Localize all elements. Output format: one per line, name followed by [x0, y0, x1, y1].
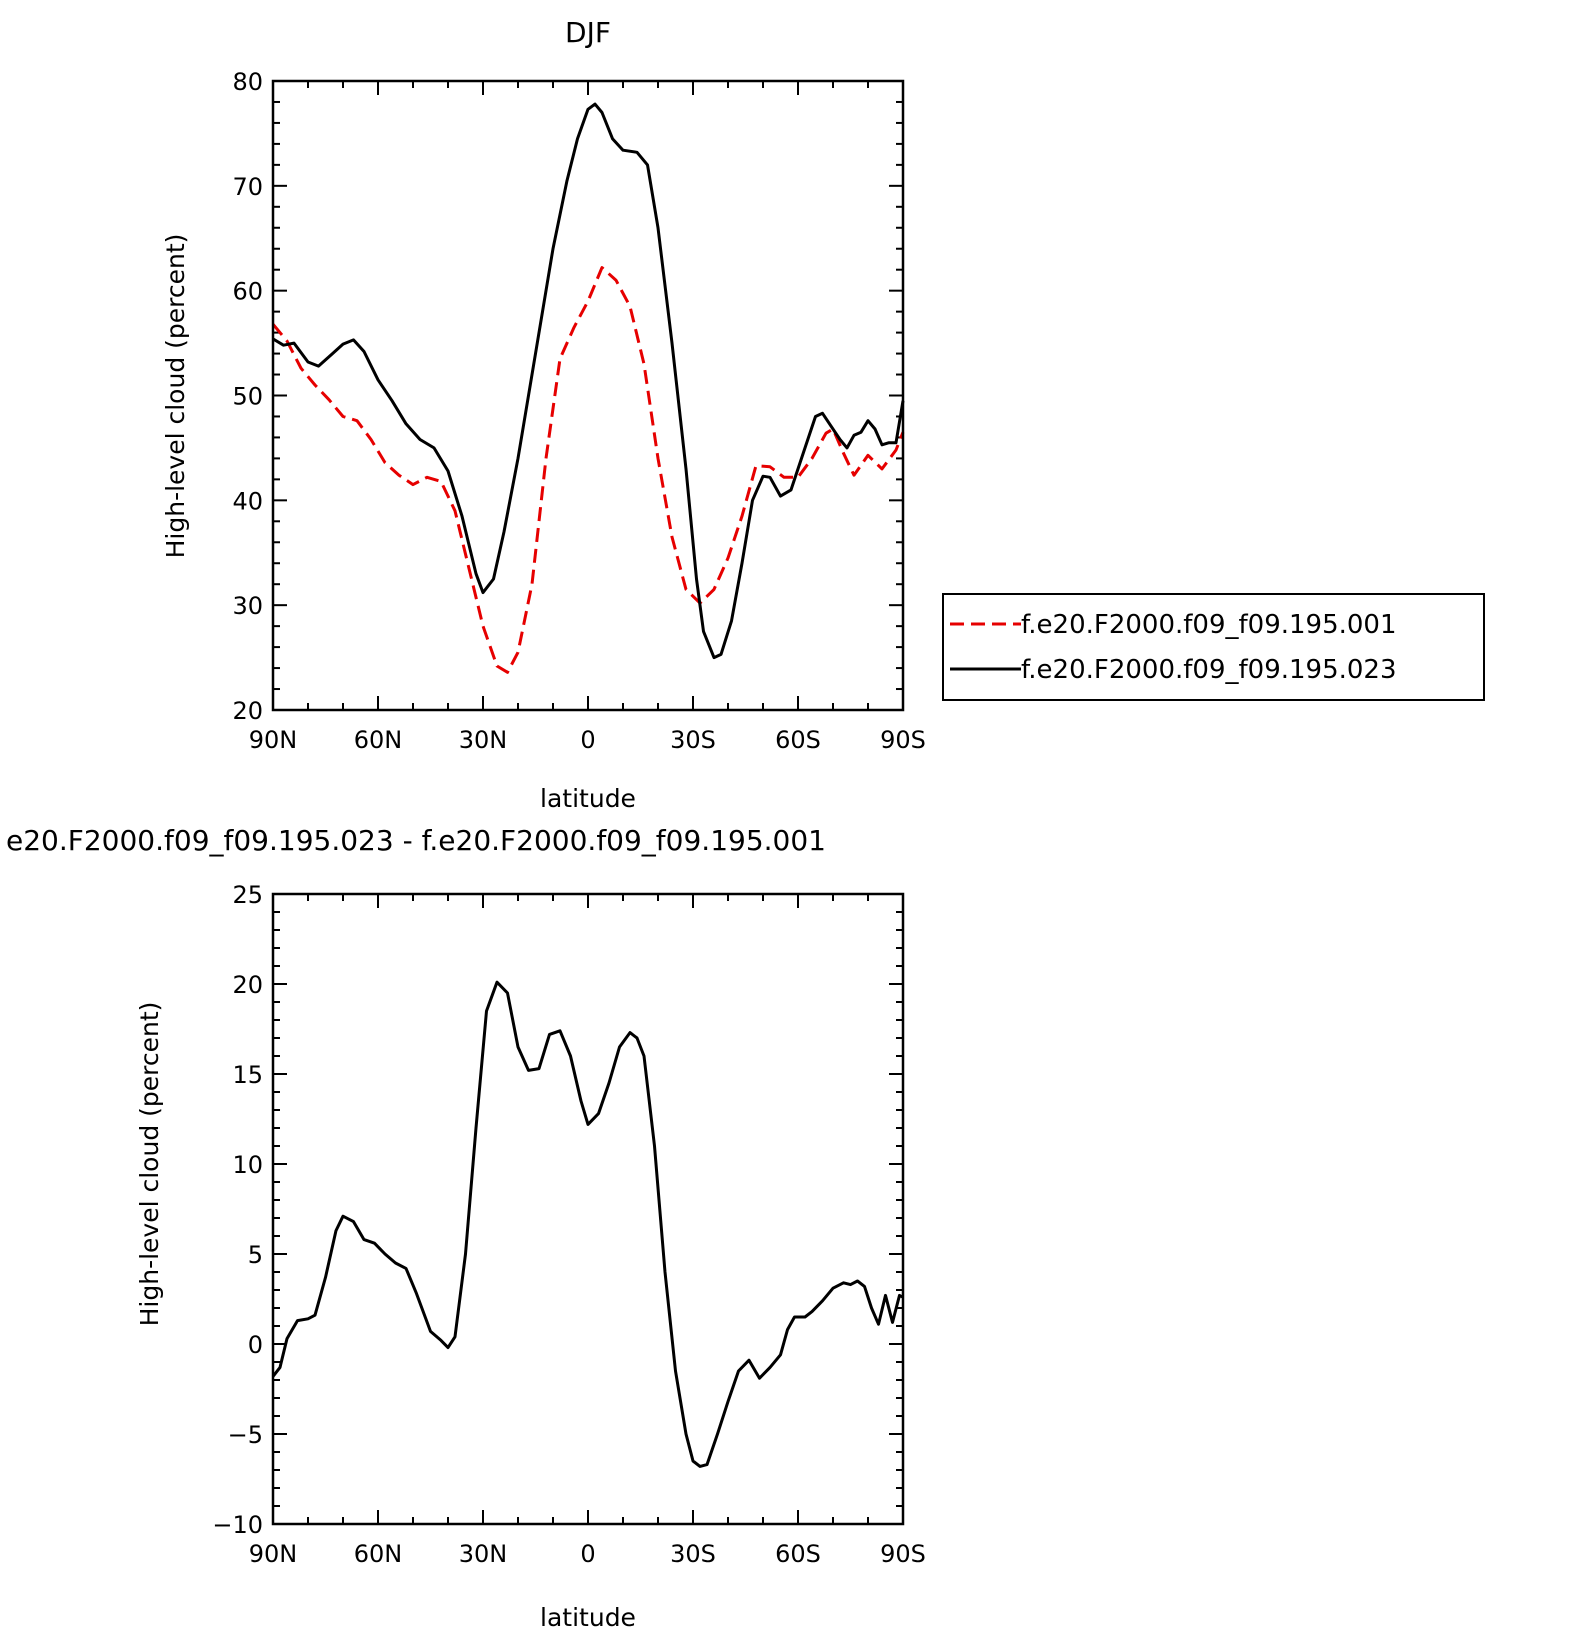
top-ytick-label: 50 — [232, 383, 263, 411]
top-xtick-label: 60S — [775, 726, 821, 754]
top-ytick-label: 40 — [232, 487, 263, 515]
bottom-series-line-1 — [271, 980, 904, 1468]
bottom-panel-series-lines — [271, 980, 904, 1468]
bottom-ytick-label: 10 — [232, 1151, 263, 1179]
top-ytick-label: 20 — [232, 697, 263, 725]
top-series-line-2 — [272, 102, 905, 660]
bottom-xtick-label: 90N — [249, 1540, 298, 1568]
bottom-xtick-label: 30N — [459, 1540, 508, 1568]
top-panel-xlabel: latitude — [540, 784, 636, 813]
bottom-ytick-label: −10 — [212, 1511, 263, 1539]
bottom-xtick-label: 30S — [670, 1540, 716, 1568]
bottom-ytick-label: 5 — [248, 1241, 263, 1269]
top-xtick-label: 60N — [354, 726, 403, 754]
top-series-line-1 — [271, 266, 905, 674]
top-ytick-label: 30 — [232, 592, 263, 620]
legend-entry-series-2: f.e20.F2000.f09_f09.195.023 — [1021, 655, 1397, 685]
top-xtick-label: 30S — [670, 726, 716, 754]
bottom-ytick-label: −5 — [228, 1421, 263, 1449]
bottom-panel-ticks — [272, 893, 904, 1525]
bottom-ytick-label: 15 — [232, 1061, 263, 1089]
bottom-panel: e20.F2000.f09_f09.195.023 - f.e20.F2000.… — [6, 824, 926, 1632]
bottom-xtick-label: 60N — [354, 1540, 403, 1568]
top-ytick-label: 60 — [232, 278, 263, 306]
top-panel-title: DJF — [565, 16, 611, 49]
bottom-ytick-label: 25 — [232, 881, 263, 909]
bottom-xtick-label: 0 — [580, 1540, 595, 1568]
bottom-panel-frame — [271, 892, 905, 1526]
legend: f.e20.F2000.f09_f09.195.001 f.e20.F2000.… — [942, 593, 1485, 701]
top-panel-series-lines — [271, 102, 905, 674]
top-panel-tick-labels: 90N 60N 30N 0 30S 60S 90S 20 30 40 50 60 70 80 — [232, 68, 925, 754]
bottom-panel-xlabel: latitude — [540, 1603, 636, 1632]
legend-box — [942, 593, 1485, 701]
bottom-xtick-label: 90S — [880, 1540, 926, 1568]
bottom-panel-tick-labels: 90N 60N 30N 0 30S 60S 90S −10 −5 0 5 10 15 20 25 — [212, 881, 926, 1568]
top-panel-ylabel: High-level cloud (percent) — [161, 234, 190, 559]
top-xtick-label: 30N — [459, 726, 508, 754]
top-ytick-label: 80 — [232, 68, 263, 96]
bottom-xtick-label: 60S — [775, 1540, 821, 1568]
top-panel-frame — [271, 79, 905, 712]
bottom-panel-title: e20.F2000.f09_f09.195.023 - f.e20.F2000.… — [6, 824, 826, 857]
top-xtick-label: 0 — [580, 726, 595, 754]
top-xtick-label: 90N — [249, 726, 298, 754]
bottom-panel-ylabel: High-level cloud (percent) — [135, 1002, 164, 1327]
top-panel: DJF High-level cloud (percent) latitude … — [161, 16, 926, 813]
bottom-ytick-label: 0 — [248, 1331, 263, 1359]
top-panel-ticks — [272, 80, 904, 711]
top-xtick-label: 90S — [880, 726, 926, 754]
top-ytick-label: 70 — [232, 173, 263, 201]
legend-entry-series-1: f.e20.F2000.f09_f09.195.001 — [1021, 610, 1397, 640]
bottom-ytick-label: 20 — [232, 971, 263, 999]
